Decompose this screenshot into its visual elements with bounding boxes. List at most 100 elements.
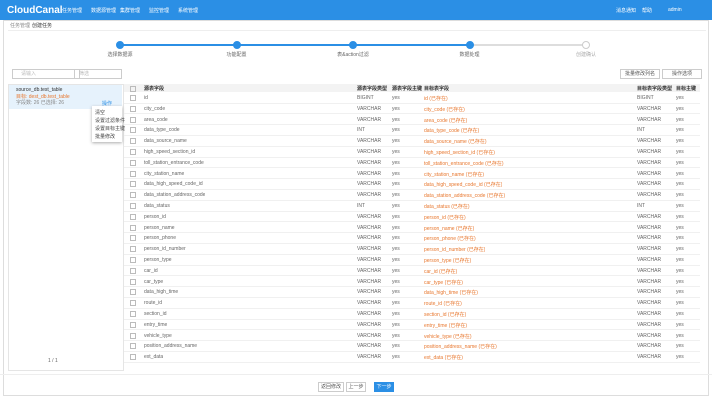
cell: yes xyxy=(676,257,684,263)
nav-item[interactable]: 数据源管理 xyxy=(91,8,117,14)
checkbox[interactable] xyxy=(130,267,136,274)
cell: yes xyxy=(392,192,400,199)
cell: yes xyxy=(392,354,400,361)
checkbox[interactable] xyxy=(130,235,136,242)
step-label: 功能配置 xyxy=(226,52,247,58)
cell: yes xyxy=(392,235,400,242)
pager[interactable]: 1 / 1 xyxy=(48,358,58,364)
cell: ext_data xyxy=(144,354,164,361)
checkbox[interactable] xyxy=(130,170,136,177)
column-header: 源表字段主键 xyxy=(392,86,423,92)
header-right[interactable]: admin xyxy=(668,7,682,13)
toolbar-button[interactable]: 操作选项 xyxy=(662,69,702,79)
checkbox[interactable] xyxy=(130,192,136,199)
cell: VARCHAR xyxy=(357,257,382,263)
checkbox[interactable] xyxy=(130,95,136,101)
step-progress xyxy=(118,44,468,46)
checkbox[interactable] xyxy=(130,213,136,220)
footer-button[interactable]: 返回修改 xyxy=(318,382,344,392)
cell: yes xyxy=(392,181,400,188)
checkbox[interactable] xyxy=(130,159,136,166)
step-dot xyxy=(349,41,357,49)
nav-item[interactable]: 任务管理 xyxy=(62,8,83,14)
cell: VARCHAR xyxy=(637,105,662,112)
toolbar-button[interactable]: 批量修改列名 xyxy=(620,69,660,79)
frame xyxy=(3,20,709,396)
row-divider xyxy=(124,221,700,223)
checkbox[interactable] xyxy=(130,321,136,328)
checkbox[interactable] xyxy=(130,354,136,361)
checkbox[interactable] xyxy=(130,149,136,155)
menu-item[interactable]: 设置目标主键 xyxy=(95,126,126,132)
checkbox[interactable] xyxy=(130,246,136,253)
row-divider xyxy=(124,286,700,288)
cell: data_source_name (已存在) xyxy=(424,139,487,146)
cell: entry_time xyxy=(144,321,168,328)
checkbox[interactable] xyxy=(130,311,136,317)
cell: VARCHAR xyxy=(357,170,382,177)
menu-item[interactable]: 清空 xyxy=(95,110,106,116)
step-label: 选择数据源 xyxy=(107,52,133,58)
search-input[interactable]: 请输入 xyxy=(12,69,80,79)
cell: VARCHAR xyxy=(637,267,662,274)
checkbox[interactable] xyxy=(130,332,136,339)
checkbox[interactable] xyxy=(130,203,136,209)
cell: car_type (已存在) xyxy=(424,279,463,286)
checkbox[interactable] xyxy=(130,86,136,92)
checkbox[interactable] xyxy=(130,105,136,112)
step-dot xyxy=(116,41,124,49)
cell: vehicle_type (已存在) xyxy=(424,333,472,340)
menu-item[interactable]: 批量修改 xyxy=(95,134,116,140)
cell: VARCHAR xyxy=(357,224,382,231)
cell: BIGINT xyxy=(637,95,654,101)
breadcrumb[interactable]: 任务管理 xyxy=(10,23,31,29)
checkbox[interactable] xyxy=(130,224,136,231)
menu-item[interactable]: 设置过滤条件 xyxy=(95,118,126,124)
checkbox[interactable] xyxy=(130,278,136,285)
left-meta: 字段数: 26 已选择: 26 xyxy=(16,100,65,106)
cell: data_type_code (已存在) xyxy=(424,128,480,135)
header-right[interactable]: 消息通知 xyxy=(616,8,637,14)
checkbox[interactable] xyxy=(130,138,136,145)
left-title[interactable]: source_db.test_table xyxy=(16,87,63,93)
cell: yes xyxy=(676,354,684,361)
menu-button[interactable]: 操作 xyxy=(102,101,113,107)
footer-button[interactable]: 下一步 xyxy=(374,382,394,392)
left-item-bg[interactable] xyxy=(9,85,122,109)
cell: person_name (已存在) xyxy=(424,225,475,232)
nav-item[interactable]: 监控管理 xyxy=(149,8,170,14)
nav-item[interactable]: 系统管理 xyxy=(178,8,199,14)
cell: entry_time (已存在) xyxy=(424,322,468,329)
cell: VARCHAR xyxy=(357,149,382,155)
table-header-bg xyxy=(124,84,700,92)
cell: VARCHAR xyxy=(357,354,382,361)
checkbox[interactable] xyxy=(130,116,136,123)
step-label: 数据处理 xyxy=(459,52,480,58)
cell: VARCHAR xyxy=(357,116,382,123)
footer-button[interactable]: 上一步 xyxy=(346,382,366,392)
cell: yes xyxy=(676,203,684,209)
nav-item[interactable]: 集群管理 xyxy=(120,8,141,14)
logo[interactable]: CloudCanal xyxy=(7,5,63,16)
checkbox[interactable] xyxy=(130,257,136,263)
cell: person_id (已存在) xyxy=(424,214,466,221)
cell: VARCHAR xyxy=(637,354,662,361)
cell: yes xyxy=(676,235,684,242)
cell: yes xyxy=(676,181,684,188)
row-divider xyxy=(124,264,700,266)
cell: VARCHAR xyxy=(357,138,382,145)
checkbox[interactable] xyxy=(130,343,136,350)
cell: data_high_speed_code_id (已存在) xyxy=(424,182,503,189)
cell: yes xyxy=(392,116,400,123)
search-input[interactable]: 筛选 xyxy=(74,69,122,79)
header-right[interactable]: 帮助 xyxy=(642,8,653,14)
checkbox[interactable] xyxy=(130,181,136,188)
checkbox[interactable] xyxy=(130,300,136,307)
checkbox[interactable] xyxy=(130,127,136,134)
cell: yes xyxy=(676,332,684,339)
cell: INT xyxy=(637,203,646,209)
cell: yes xyxy=(676,105,684,112)
cell: person_id_number (已存在) xyxy=(424,247,486,254)
cell: VARCHAR xyxy=(357,267,382,274)
checkbox[interactable] xyxy=(130,289,136,296)
